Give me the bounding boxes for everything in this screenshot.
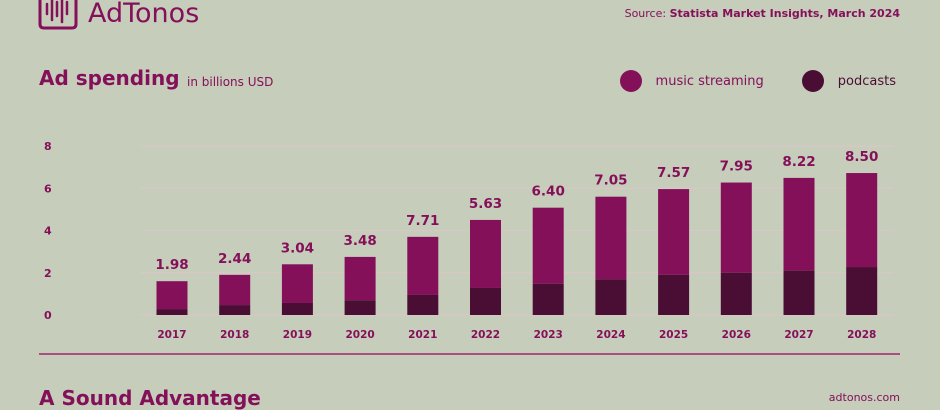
x-tick-label: 2027 — [784, 329, 813, 341]
legend-swatch-music — [619, 70, 642, 92]
chart-title: Ad spending — [39, 66, 180, 90]
bar-podcasts-2026 — [720, 272, 752, 315]
divider — [39, 353, 900, 355]
bar-music-2023 — [532, 207, 564, 284]
legend-label-podcasts: podcasts — [837, 73, 896, 89]
bar-music-2025 — [658, 189, 690, 275]
y-tick-label: 6 — [44, 182, 52, 195]
chart-subtitle: in billions USD — [187, 75, 274, 89]
data-label: 8.22 — [782, 154, 815, 170]
legend-item-podcasts: podcasts — [801, 70, 896, 92]
bar-podcasts-2020 — [344, 300, 376, 315]
bar-music-2019 — [281, 264, 313, 303]
data-label: 2.44 — [218, 251, 251, 267]
bar-podcasts-2018 — [219, 305, 251, 315]
x-tick-label: 2017 — [157, 329, 186, 341]
bar-music-2026 — [720, 182, 752, 273]
source-note: Source: Statista Market Insights, March … — [625, 7, 900, 20]
x-tick-label: 2023 — [534, 329, 563, 341]
waveform-logo-icon — [38, 0, 78, 30]
y-tick-label: 4 — [44, 225, 52, 238]
bar-podcasts-2024 — [595, 279, 627, 315]
x-tick-label: 2025 — [659, 329, 688, 341]
data-label: 3.48 — [343, 233, 376, 249]
brand-name: AdTonos — [88, 0, 200, 29]
bar-music-2027 — [783, 177, 815, 271]
bar-music-2028 — [846, 173, 878, 268]
footer-url[interactable]: adtonos.com — [828, 391, 900, 404]
data-label: 7.95 — [720, 159, 753, 175]
bar-podcasts-2019 — [281, 302, 313, 315]
bar-music-2021 — [407, 236, 439, 295]
bar-music-2024 — [595, 196, 627, 280]
x-tick-label: 2020 — [345, 329, 374, 341]
bar-podcasts-2017 — [156, 309, 188, 315]
x-tick-label: 2026 — [722, 329, 751, 341]
bar-podcasts-2028 — [846, 267, 878, 315]
bar-podcasts-2023 — [532, 283, 564, 315]
x-tick-label: 2022 — [471, 329, 500, 341]
bar-music-2017 — [156, 281, 188, 310]
legend-item-music: music streaming — [619, 70, 764, 92]
y-tick-label: 2 — [44, 267, 52, 280]
bar-podcasts-2021 — [407, 294, 439, 315]
data-label: 5.63 — [469, 196, 502, 212]
chart-legend: music streaming podcasts — [582, 70, 896, 92]
bar-podcasts-2022 — [470, 287, 501, 315]
x-tick-label: 2024 — [596, 329, 625, 341]
brand-logo: AdTonos — [38, 0, 199, 32]
source-prefix: Source: — [624, 7, 667, 20]
data-label: 8.50 — [845, 149, 878, 165]
footer-title: A Sound Advantage — [39, 386, 261, 410]
legend-swatch-podcasts — [801, 70, 824, 92]
source-text: Statista Market Insights, March 2024 — [669, 7, 900, 20]
y-tick-label: 8 — [44, 140, 52, 153]
legend-label-music: music streaming — [655, 73, 764, 89]
data-label: 7.57 — [657, 165, 690, 181]
x-tick-label: 2018 — [220, 329, 249, 341]
x-tick-label: 2021 — [408, 329, 437, 341]
x-tick-label: 2019 — [283, 329, 312, 341]
y-tick-label: 0 — [44, 309, 52, 322]
data-label: 6.40 — [532, 184, 565, 200]
bar-chart: 0 2 4 6 8 1.98 2017 2.44 2018 3.04 2019 3.48 2020 7.7… — [44, 140, 893, 341]
bar-podcasts-2027 — [783, 270, 815, 315]
data-label: 3.04 — [281, 240, 314, 256]
x-tick-label: 2028 — [847, 329, 876, 341]
bar-music-2020 — [344, 256, 376, 301]
bar-podcasts-2025 — [658, 274, 690, 315]
bar-music-2022 — [470, 219, 501, 288]
data-label: 1.98 — [155, 257, 188, 273]
data-label: 7.71 — [406, 213, 439, 229]
data-label: 7.05 — [594, 173, 627, 189]
bar-music-2018 — [219, 274, 251, 306]
